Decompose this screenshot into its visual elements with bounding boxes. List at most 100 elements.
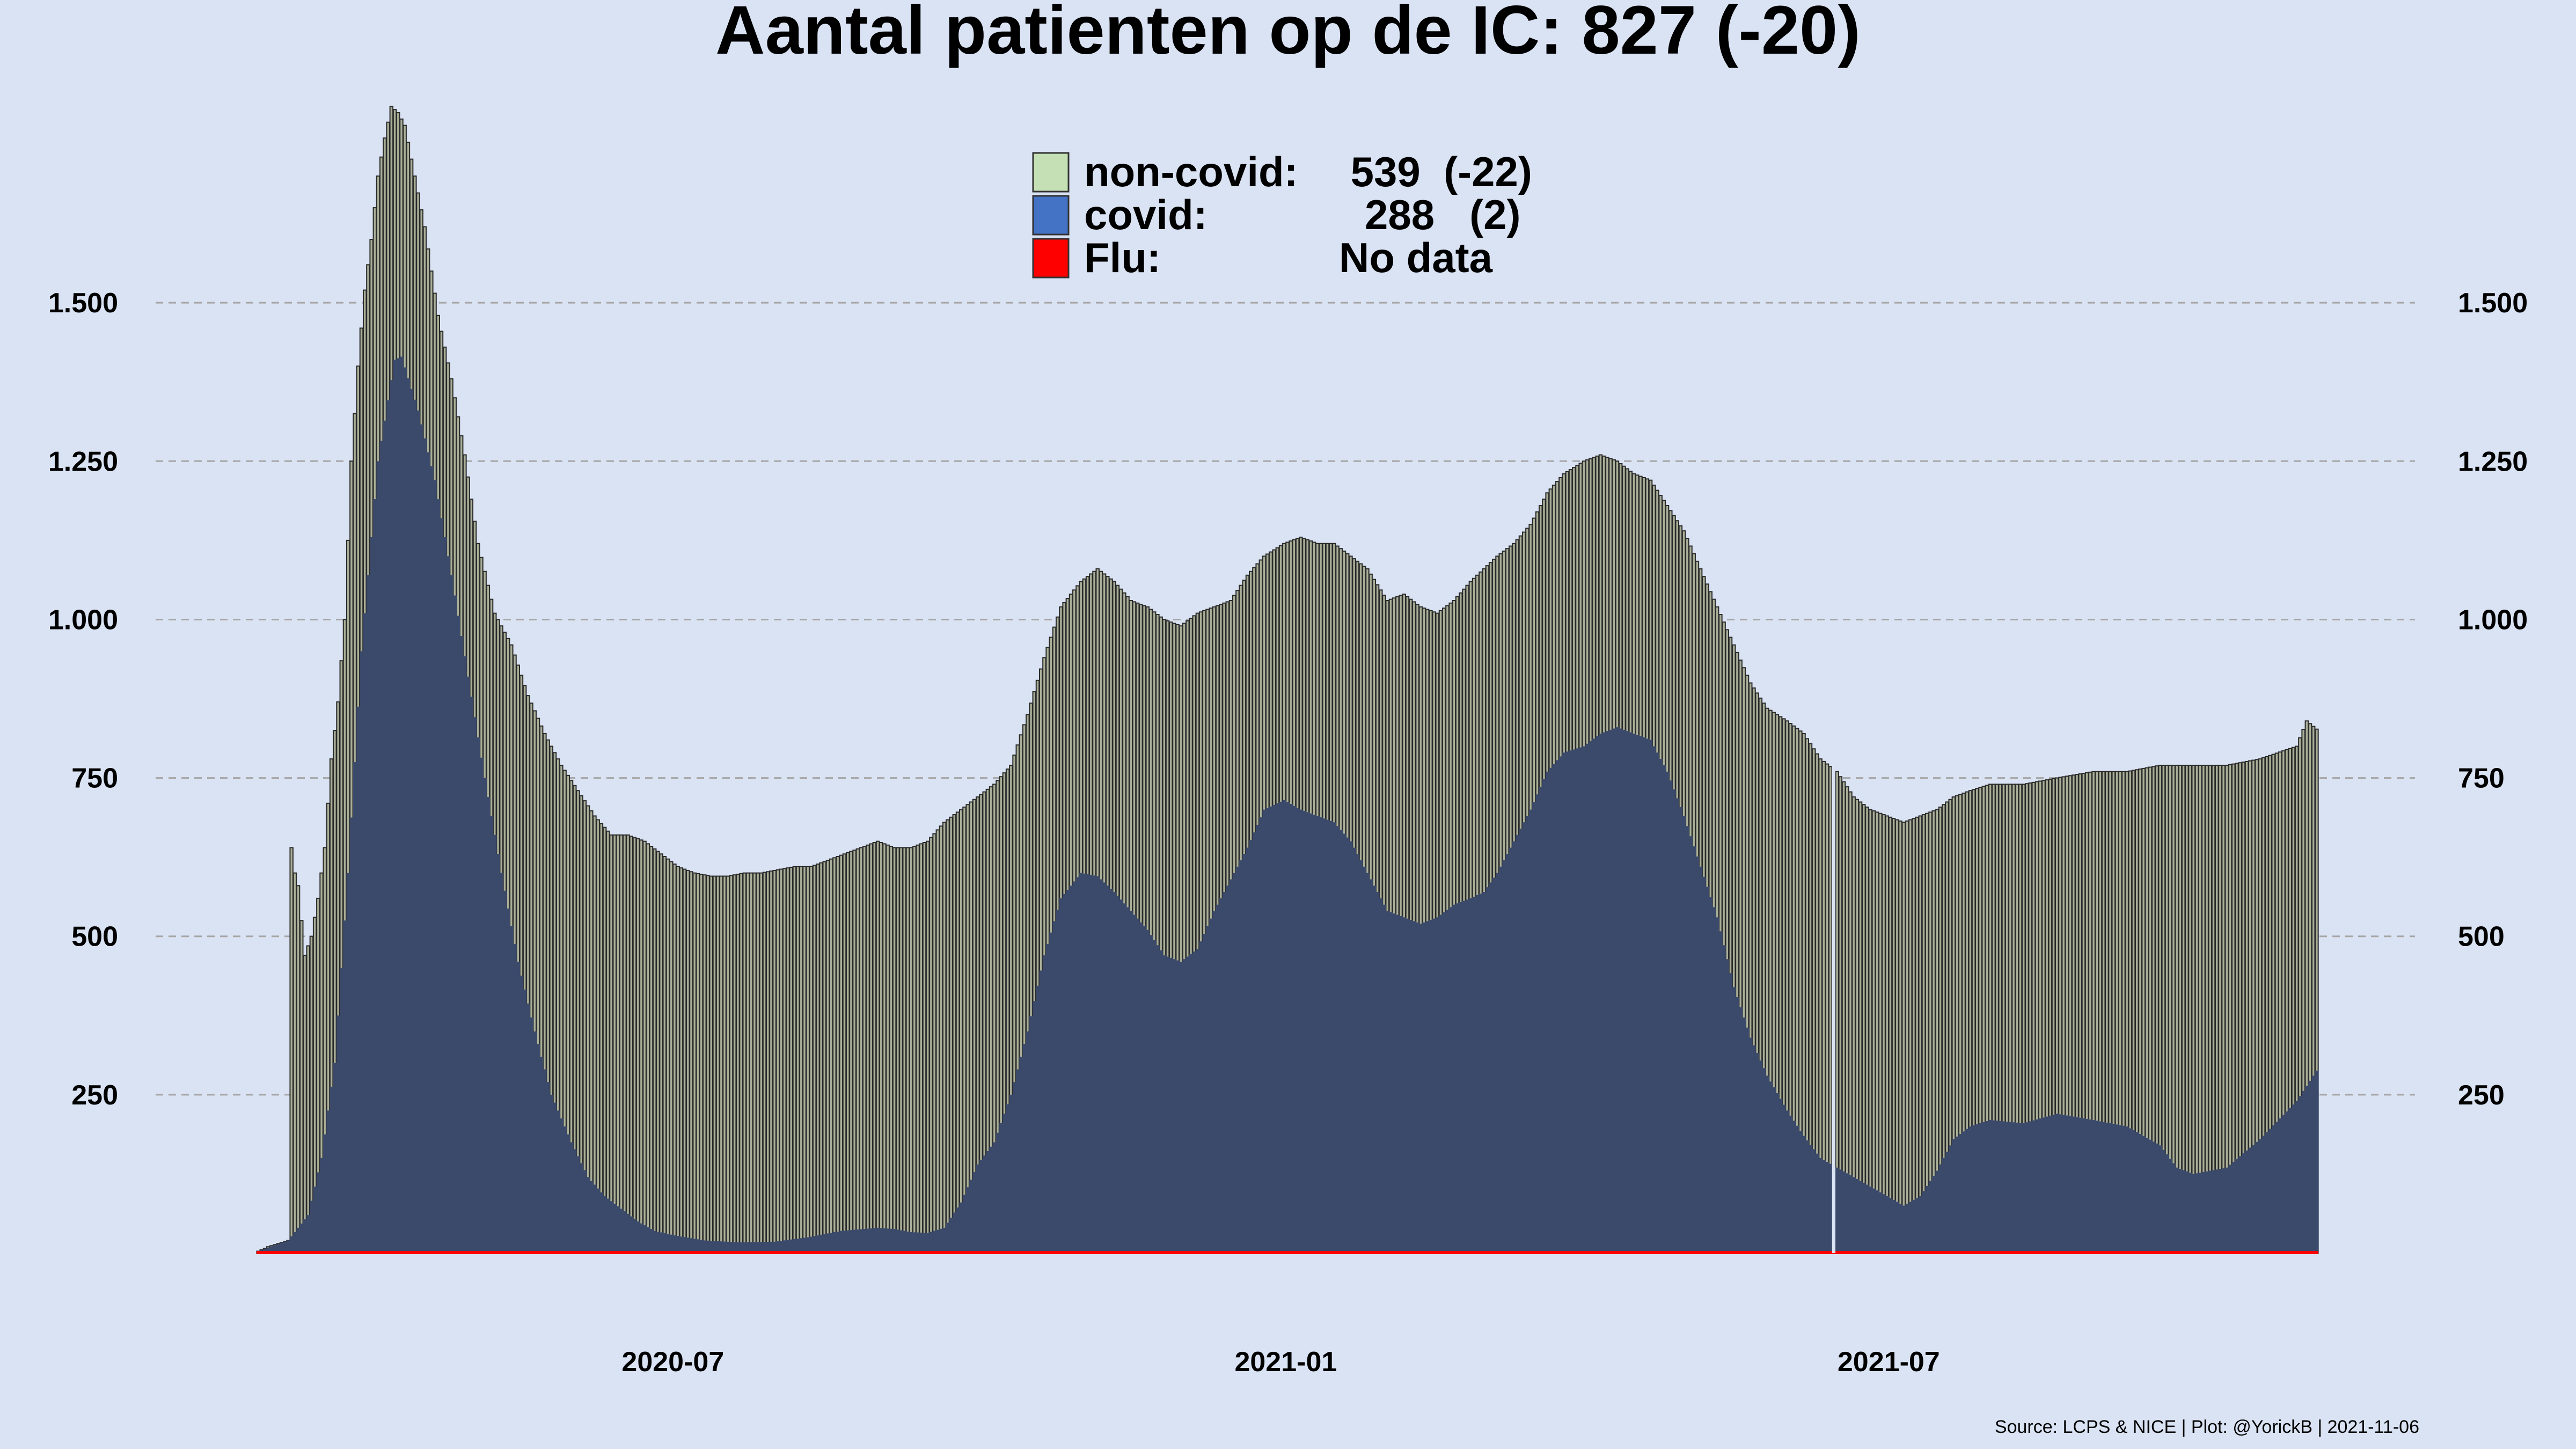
covid-bar: [569, 1142, 574, 1253]
covid-bar: [1059, 898, 1063, 1253]
covid-bar: [1925, 1185, 1929, 1253]
non-covid-bar: [762, 872, 767, 1254]
covid-bar: [1009, 1094, 1013, 1253]
covid-bar: [1825, 1162, 1829, 1253]
covid-bar: [1509, 847, 1513, 1253]
covid-bar: [1159, 950, 1163, 1253]
non-covid-bar: [799, 866, 803, 1254]
y-tick-label-left: 500: [71, 921, 118, 953]
covid-bar: [1942, 1158, 1946, 1253]
covid-bar: [2132, 1130, 2136, 1253]
covid-bar: [743, 1242, 747, 1253]
covid-bar: [959, 1202, 963, 1253]
covid-bar: [1299, 809, 1303, 1253]
covid-bar: [1815, 1153, 1819, 1253]
covid-bar: [1908, 1202, 1913, 1253]
covid-bar: [1645, 738, 1650, 1253]
covid-bar: [1235, 866, 1240, 1253]
covid-bar: [1585, 743, 1590, 1253]
covid-bar: [1422, 922, 1426, 1253]
covid-bar: [603, 1196, 607, 1253]
covid-bar: [916, 1232, 920, 1253]
non-covid-bar: [875, 840, 880, 1254]
non-covid-bar: [786, 867, 790, 1254]
covid-bar: [283, 1241, 287, 1253]
covid-bar: [2108, 1123, 2112, 1253]
covid-bar: [1902, 1205, 1906, 1253]
covid-bar: [983, 1155, 986, 1253]
covid-bar: [310, 1201, 314, 1253]
covid-bar: [739, 1242, 743, 1253]
x-tick-label: 2020-07: [621, 1346, 724, 1378]
covid-bar: [509, 926, 514, 1253]
covid-bar: [506, 908, 510, 1253]
non-covid-bar: [639, 839, 643, 1254]
covid-bar: [686, 1238, 690, 1253]
covid-bar: [793, 1239, 797, 1253]
covid-bar: [2022, 1123, 2026, 1253]
covid-bar: [1455, 903, 1460, 1253]
covid-bar: [1938, 1164, 1943, 1253]
non-covid-bar: [789, 867, 793, 1254]
covid-bar: [823, 1234, 826, 1253]
covid-bar: [1682, 816, 1686, 1253]
covid-bar: [1489, 882, 1493, 1253]
covid-bar: [326, 1110, 331, 1253]
covid-bar: [1898, 1203, 1902, 1253]
covid-bar: [2178, 1168, 2183, 1253]
covid-bar: [2195, 1173, 2199, 1253]
non-covid-bar: [932, 833, 936, 1254]
covid-bar: [436, 499, 440, 1253]
non-covid-bar: [782, 868, 787, 1254]
covid-bar: [466, 676, 470, 1253]
covid-bar: [2018, 1123, 2023, 1253]
covid-bar: [713, 1241, 717, 1253]
covid-bar: [1125, 907, 1130, 1253]
covid-bar: [1116, 896, 1120, 1253]
covid-bar: [1605, 731, 1609, 1253]
covid-bar: [889, 1228, 894, 1253]
non-covid-bar: [766, 871, 770, 1254]
covid-bar: [1219, 898, 1223, 1253]
covid-bar: [1472, 896, 1476, 1253]
legend-label-flu: Flu:: [1084, 234, 1161, 281]
covid-bar: [1889, 1198, 1893, 1253]
covid-bar: [1155, 945, 1160, 1253]
non-covid-bar: [749, 872, 753, 1254]
covid-bar: [1075, 877, 1080, 1253]
covid-bar: [2251, 1145, 2256, 1253]
non-covid-bar: [822, 861, 826, 1254]
covid-bar: [1922, 1191, 1926, 1253]
covid-bar: [759, 1242, 764, 1253]
non-covid-bar: [732, 874, 737, 1254]
covid-bar: [1296, 808, 1300, 1253]
covid-bar: [839, 1231, 843, 1253]
covid-bar: [360, 651, 364, 1253]
covid-bar: [576, 1156, 580, 1253]
covid-bar: [1092, 875, 1096, 1253]
covid-bar: [733, 1242, 737, 1253]
covid-bar: [459, 636, 464, 1253]
covid-bar: [1289, 803, 1293, 1253]
covid-bar: [553, 1102, 557, 1253]
covid-bar: [1226, 885, 1230, 1253]
covid-bar: [313, 1187, 317, 1253]
covid-bar: [1232, 873, 1236, 1253]
covid-bar: [2301, 1091, 2306, 1253]
covid-bar: [263, 1248, 267, 1253]
covid-bar: [1309, 813, 1313, 1253]
non-covid-bar: [722, 875, 727, 1254]
covid-bar: [2128, 1128, 2133, 1253]
non-covid-bar: [859, 847, 863, 1254]
covid-bar: [1362, 866, 1366, 1253]
covid-bar: [1649, 740, 1653, 1253]
covid-bar: [706, 1240, 710, 1253]
covid-bar: [379, 441, 384, 1253]
covid-bar: [646, 1227, 650, 1253]
gap-marker: [1832, 683, 1836, 1253]
non-covid-bar: [832, 857, 837, 1254]
covid-bar: [832, 1232, 837, 1253]
non-covid-bar: [599, 823, 604, 1254]
y-tick-label-right: 250: [2458, 1080, 2505, 1111]
covid-bar: [1082, 873, 1087, 1253]
